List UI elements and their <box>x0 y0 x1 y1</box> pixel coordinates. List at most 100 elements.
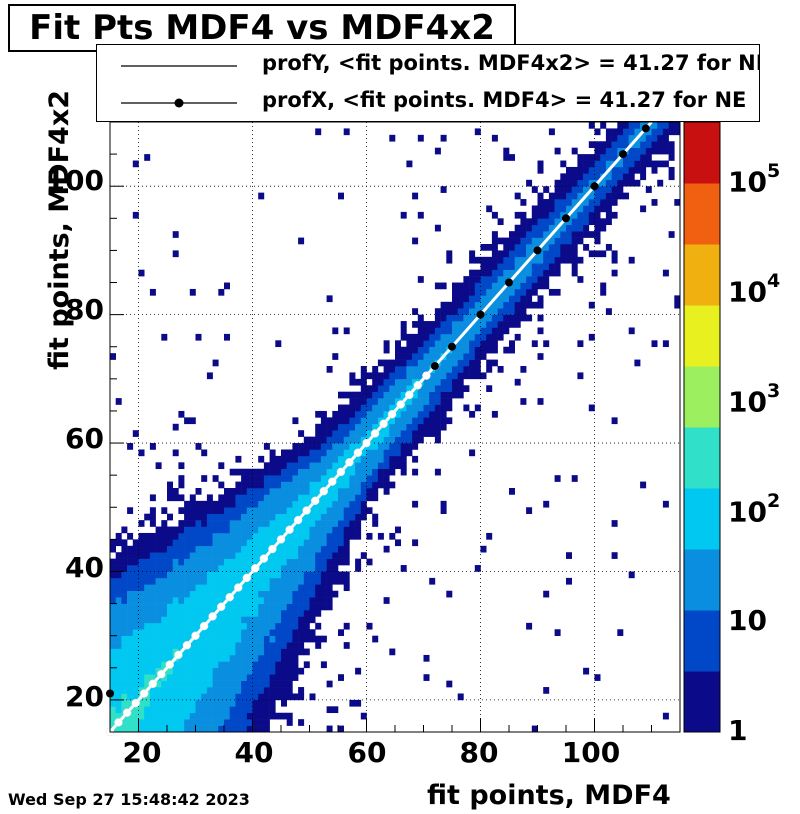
heatmap-cell <box>668 147 675 155</box>
heatmap-cell <box>241 500 248 508</box>
series-profY-point <box>234 583 243 592</box>
heatmap-cell <box>144 654 151 662</box>
heatmap-cell <box>583 231 590 238</box>
heatmap-cell <box>315 622 322 630</box>
heatmap-cell <box>320 443 327 450</box>
heatmap-cell <box>320 526 327 534</box>
heatmap-cell <box>167 532 173 540</box>
heatmap-cell <box>229 488 236 495</box>
heatmap-cell <box>281 693 287 701</box>
heatmap-cell <box>172 449 179 457</box>
heatmap-cell <box>560 237 567 245</box>
heatmap-cell <box>491 250 498 258</box>
heatmap-cell <box>246 500 253 508</box>
heatmap-cell <box>526 269 533 277</box>
heatmap-cell <box>263 488 270 495</box>
colorbar-segment <box>684 559 720 570</box>
heatmap-cell <box>400 211 407 219</box>
heatmap-cell <box>269 507 276 514</box>
heatmap-cell <box>338 404 344 412</box>
heatmap-cell <box>235 629 242 636</box>
heatmap-cell <box>338 571 344 579</box>
heatmap-cell <box>127 610 134 617</box>
heatmap-cell <box>577 205 584 213</box>
heatmap-cell <box>469 269 476 277</box>
heatmap-cell <box>206 526 213 534</box>
heatmap-cell <box>263 571 270 579</box>
heatmap-cell <box>343 545 350 553</box>
heatmap-cell <box>537 192 544 200</box>
series-profY-point <box>422 371 431 380</box>
heatmap-cell <box>269 513 276 521</box>
heatmap-cell <box>320 520 327 527</box>
heatmap-cell <box>543 500 550 508</box>
heatmap-cell <box>377 462 384 470</box>
heatmap-cell <box>263 706 270 714</box>
heatmap-cell <box>611 186 618 193</box>
heatmap-cell <box>355 475 362 482</box>
heatmap-cell <box>360 366 367 373</box>
heatmap-cell <box>178 532 185 540</box>
heatmap-cell <box>212 693 219 701</box>
heatmap-cell <box>640 154 647 161</box>
heatmap-cell <box>349 526 356 534</box>
heatmap-cell <box>258 475 265 482</box>
heatmap-cell <box>229 642 236 649</box>
heatmap-cell <box>155 635 162 643</box>
heatmap-cell <box>258 674 265 681</box>
heatmap-cell <box>617 128 624 136</box>
heatmap-cell <box>406 160 413 168</box>
heatmap-cell <box>292 654 299 662</box>
heatmap-cell <box>149 661 156 669</box>
heatmap-cell <box>326 584 333 592</box>
heatmap-cell <box>303 545 310 553</box>
heatmap-cell <box>241 667 248 675</box>
heatmap-cell <box>320 494 327 502</box>
heatmap-cell <box>155 610 162 617</box>
heatmap-cell <box>275 590 282 598</box>
heatmap-cell <box>446 340 453 348</box>
heatmap-cell <box>423 346 430 354</box>
heatmap-cell <box>571 269 578 277</box>
heatmap-cell <box>184 610 191 617</box>
heatmap-cell <box>206 699 213 707</box>
series-profY-point <box>122 708 132 717</box>
heatmap-cell <box>662 269 669 277</box>
heatmap-cell <box>144 706 151 714</box>
heatmap-cell <box>138 667 145 675</box>
heatmap-cell <box>338 443 344 450</box>
heatmap-cell <box>258 577 265 585</box>
heatmap-cell <box>224 654 230 662</box>
heatmap-cell <box>617 147 624 155</box>
heatmap-cell <box>526 314 533 322</box>
heatmap-cell <box>343 500 350 508</box>
heatmap-cell <box>400 404 407 412</box>
heatmap-cell <box>184 674 191 681</box>
heatmap-cell <box>224 282 230 290</box>
heatmap-cell <box>178 520 185 527</box>
heatmap-cell <box>178 719 185 726</box>
colorbar-segment <box>684 274 720 286</box>
heatmap-cell <box>355 481 362 489</box>
heatmap-cell <box>383 481 390 489</box>
heatmap-cell <box>474 372 481 380</box>
heatmap-cell <box>303 526 310 534</box>
heatmap-cell <box>320 597 327 604</box>
heatmap-cell <box>195 661 202 669</box>
heatmap-cell <box>121 526 128 534</box>
heatmap-cell <box>167 648 173 656</box>
heatmap-cell <box>372 635 379 643</box>
heatmap-cell <box>491 288 498 296</box>
heatmap-cell <box>161 577 168 585</box>
heatmap-cell <box>286 539 293 547</box>
heatmap-cell <box>132 571 139 579</box>
heatmap-cell <box>623 122 629 129</box>
heatmap-cell <box>503 295 510 303</box>
x-tick-label: 60 <box>347 736 387 769</box>
heatmap-cell <box>195 654 202 662</box>
heatmap-cell <box>258 545 265 553</box>
heatmap-cell <box>281 488 287 495</box>
heatmap-cell <box>224 532 230 540</box>
heatmap-cell <box>600 224 607 232</box>
heatmap-cell <box>588 154 595 161</box>
